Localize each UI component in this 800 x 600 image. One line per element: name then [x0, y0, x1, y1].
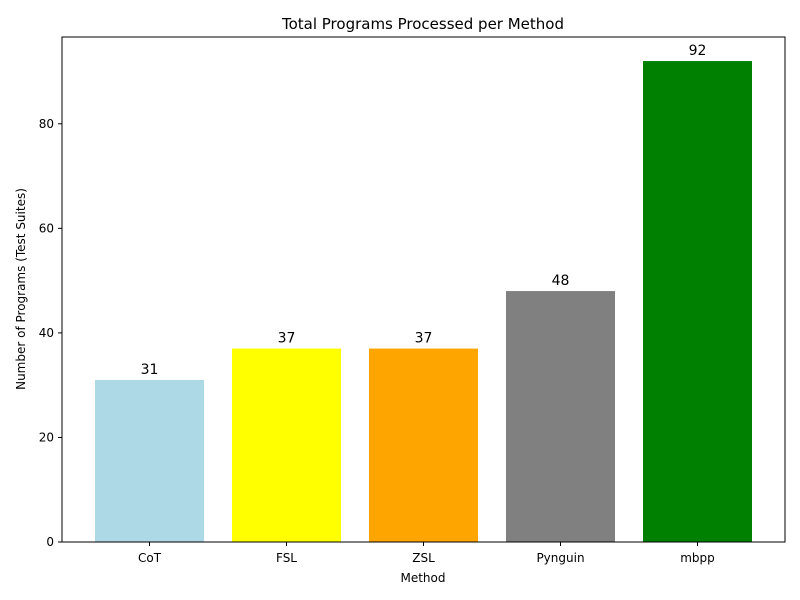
data-label-mbpp: 92 — [689, 43, 707, 59]
bar-cot — [95, 379, 204, 542]
x-tick-label: ZSL — [412, 551, 435, 565]
y-axis-label: Number of Programs (Test Suites) — [14, 188, 28, 390]
data-label-zsl: 37 — [415, 331, 433, 347]
chart-title: Total Programs Processed per Method — [281, 15, 564, 33]
y-tick-label: 20 — [39, 430, 54, 444]
plot-area: 31 CoT 37 FSL 37 ZSL 48 Pynguin 92 mbpp 0 20 40 60 80 — [39, 36, 786, 565]
x-axis-label: Method — [400, 571, 445, 585]
x-tick-label: FSL — [276, 551, 297, 565]
bar-zsl — [369, 348, 478, 542]
axes-frame — [61, 36, 786, 543]
x-tick-label: CoT — [138, 551, 162, 565]
y-tick-label: 0 — [46, 535, 54, 549]
data-label-cot: 31 — [141, 362, 159, 378]
data-label-fsl: 37 — [278, 331, 296, 347]
y-tick-label: 60 — [39, 221, 54, 235]
y-tick-label: 40 — [39, 326, 54, 340]
bar-mbpp — [643, 61, 752, 543]
bar-pynguin — [506, 291, 615, 542]
y-tick-label: 80 — [39, 117, 54, 131]
data-label-pynguin: 48 — [552, 273, 570, 289]
x-tick-label: Pynguin — [536, 551, 584, 565]
x-tick-label: mbpp — [680, 551, 715, 565]
bar-fsl — [232, 348, 341, 542]
